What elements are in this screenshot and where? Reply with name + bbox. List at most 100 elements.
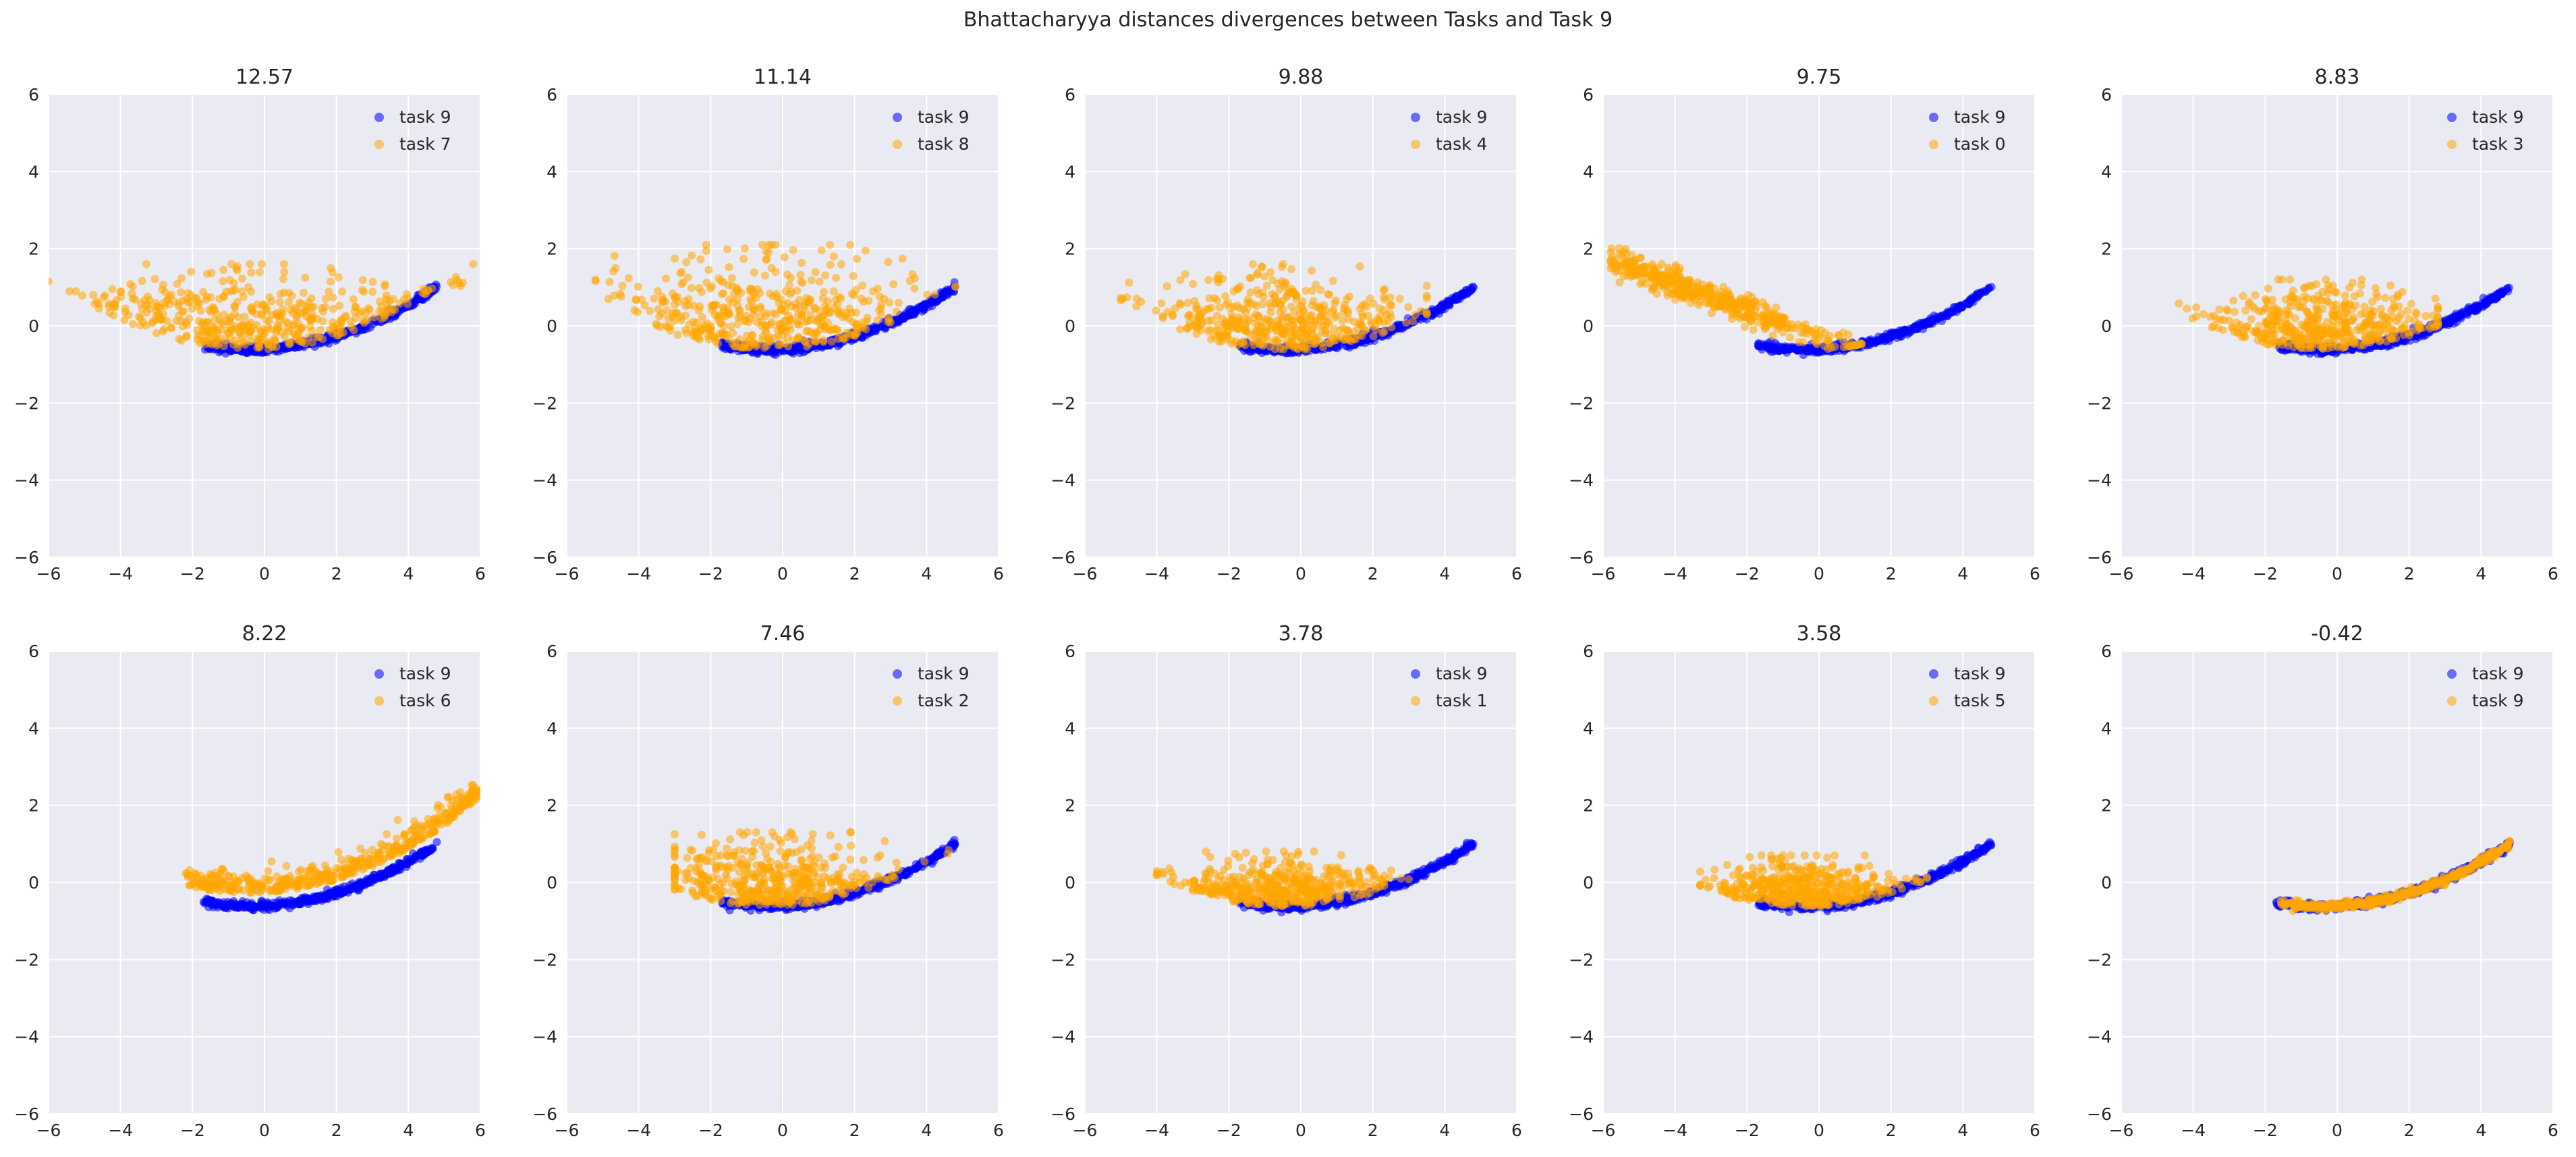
point-task-3 <box>2282 317 2291 326</box>
point-task-8 <box>687 283 696 292</box>
y-tick-label: −2 <box>1051 393 1075 413</box>
point-task-7 <box>109 311 118 320</box>
y-tick-label: 6 <box>28 642 39 661</box>
legend-marker <box>2447 113 2457 122</box>
point-task-8 <box>698 313 706 322</box>
x-tick-label: −4 <box>1662 564 1687 584</box>
point-task-7 <box>136 314 145 322</box>
legend-label: task 8 <box>918 134 969 154</box>
point-task-4 <box>1422 310 1431 318</box>
legend-label: task 9 <box>918 107 969 127</box>
y-tick-label: −4 <box>14 471 39 490</box>
point-task-0 <box>1853 340 1862 349</box>
point-task-0 <box>1762 318 1770 327</box>
point-task-7 <box>152 302 161 311</box>
point-task-8 <box>774 341 783 349</box>
point-task-4 <box>1270 291 1279 300</box>
point-task-8 <box>727 274 736 283</box>
point-task-0 <box>1795 338 1803 347</box>
point-task-8 <box>704 265 713 274</box>
point-task-8 <box>880 294 889 303</box>
point-task-4 <box>1234 285 1243 293</box>
point-task-0 <box>1617 251 1626 260</box>
point-task-8 <box>810 304 818 312</box>
point-task-3 <box>2289 286 2297 295</box>
point-task-4 <box>1250 300 1258 309</box>
point-task-7 <box>258 336 267 345</box>
point-task-3 <box>2341 304 2349 313</box>
point-task-8 <box>717 318 725 327</box>
point-task-3 <box>2345 331 2354 340</box>
point-task-8 <box>740 343 749 352</box>
point-task-3 <box>2334 322 2343 331</box>
point-task-8 <box>800 337 808 345</box>
point-task-8 <box>884 258 893 266</box>
point-task-0 <box>1664 271 1673 280</box>
point-task-9 <box>1781 344 1790 353</box>
point-task-0 <box>1615 244 1624 252</box>
point-task-4 <box>1333 331 1341 340</box>
point-task-4 <box>1152 306 1160 315</box>
point-task-3 <box>2192 312 2201 321</box>
y-tick-label: 4 <box>28 162 39 181</box>
point-task-3 <box>2434 306 2442 314</box>
point-task-8 <box>679 278 688 287</box>
point-task-4 <box>1338 316 1347 325</box>
point-task-3 <box>2356 289 2365 298</box>
point-task-7 <box>138 277 146 285</box>
point-task-7 <box>279 275 287 283</box>
point-task-7 <box>255 268 264 277</box>
point-task-7 <box>287 291 296 300</box>
point-task-0 <box>1775 320 1784 329</box>
point-task-4 <box>1379 286 1388 295</box>
point-task-3 <box>2332 300 2341 309</box>
point-task-4 <box>1316 285 1325 294</box>
legend-marker <box>893 140 902 149</box>
point-task-8 <box>877 304 886 313</box>
point-task-4 <box>1266 303 1275 312</box>
point-task-8 <box>783 271 792 279</box>
point-task-7 <box>136 321 144 330</box>
point-task-7 <box>368 287 377 296</box>
point-task-3 <box>2350 337 2359 346</box>
point-task-4 <box>1256 340 1265 349</box>
point-task-7 <box>301 273 310 282</box>
point-task-4 <box>1176 276 1185 285</box>
point-task-7 <box>72 287 80 295</box>
point-task-7 <box>273 324 282 333</box>
y-tick-label: −6 <box>532 548 557 567</box>
point-task-0 <box>1675 267 1683 276</box>
point-task-9 <box>1469 282 1478 291</box>
point-task-7 <box>246 337 255 346</box>
x-tick-label: 6 <box>2548 564 2558 584</box>
point-task-7 <box>368 277 377 286</box>
point-task-7 <box>364 304 372 313</box>
point-task-8 <box>739 254 748 263</box>
y-tick-label: 0 <box>28 873 39 893</box>
point-task-9 <box>1955 303 1963 312</box>
point-task-3 <box>2251 291 2260 300</box>
point-task-4 <box>1117 296 1125 305</box>
x-tick-label: 2 <box>849 564 860 584</box>
point-task-4 <box>1204 327 1213 336</box>
point-task-7 <box>453 276 461 285</box>
point-task-7 <box>321 295 330 304</box>
point-task-4 <box>1177 300 1185 309</box>
point-task-8 <box>673 331 682 339</box>
point-task-4 <box>1350 317 1359 326</box>
point-task-8 <box>841 312 850 320</box>
point-task-3 <box>2378 310 2386 319</box>
point-task-4 <box>1275 320 1283 329</box>
point-task-9 <box>1984 283 1993 292</box>
point-task-7 <box>349 295 358 304</box>
point-task-3 <box>2381 293 2390 302</box>
point-task-8 <box>797 312 806 321</box>
point-task-7 <box>138 305 146 314</box>
point-task-7 <box>217 318 226 327</box>
point-task-8 <box>743 331 752 340</box>
point-task-8 <box>727 322 735 331</box>
x-tick-label: 2 <box>331 564 342 584</box>
point-task-7 <box>264 317 273 326</box>
point-task-0 <box>1668 289 1677 298</box>
